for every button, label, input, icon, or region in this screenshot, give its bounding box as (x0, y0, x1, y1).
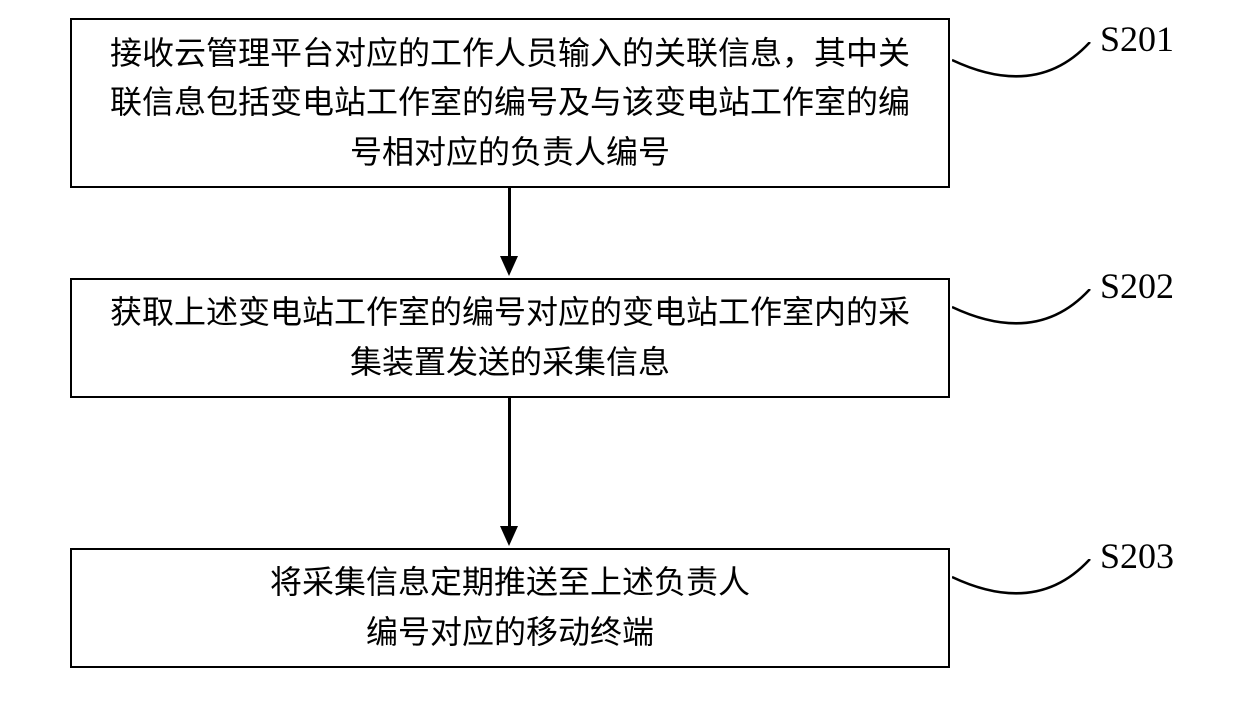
flow-step-s202-text: 获取上述变电站工作室的编号对应的变电站工作室内的采集装置发送的采集信息 (102, 288, 918, 387)
arrow-head-s201-s202 (500, 256, 518, 276)
flow-step-s202: 获取上述变电站工作室的编号对应的变电站工作室内的采集装置发送的采集信息 (70, 278, 950, 398)
flow-step-s203: 将采集信息定期推送至上述负责人编号对应的移动终端 (70, 548, 950, 668)
step-label-s203: S203 (1100, 535, 1174, 577)
connector-s202-s203 (508, 398, 511, 528)
flow-step-s201-text: 接收云管理平台对应的工作人员输入的关联信息，其中关联信息包括变电站工作室的编号及… (102, 29, 918, 178)
flow-step-s203-text: 将采集信息定期推送至上述负责人编号对应的移动终端 (102, 558, 918, 657)
flowchart-container: 接收云管理平台对应的工作人员输入的关联信息，其中关联信息包括变电站工作室的编号及… (0, 0, 1240, 705)
arrow-head-s202-s203 (500, 526, 518, 546)
flow-step-s203-line1: 将采集信息定期推送至上述负责人编号对应的移动终端 (270, 564, 750, 650)
step-label-s202: S202 (1100, 265, 1174, 307)
leader-line-s201 (952, 42, 1097, 112)
flow-step-s201: 接收云管理平台对应的工作人员输入的关联信息，其中关联信息包括变电站工作室的编号及… (70, 18, 950, 188)
leader-line-s202 (952, 289, 1097, 359)
leader-line-s203 (952, 559, 1097, 629)
step-label-s201: S201 (1100, 18, 1174, 60)
connector-s201-s202 (508, 188, 511, 258)
